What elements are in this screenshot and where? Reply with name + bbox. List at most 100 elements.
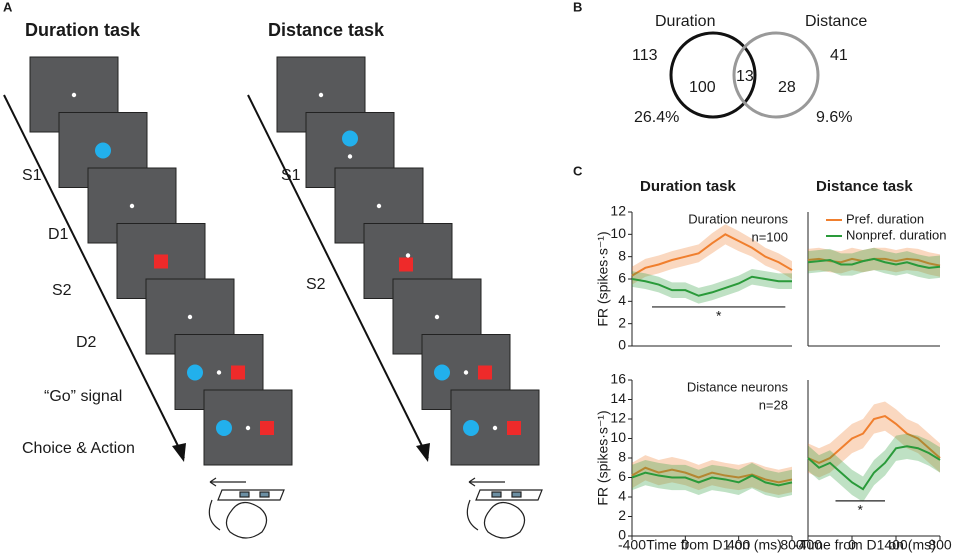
step-label: S2 bbox=[306, 276, 326, 293]
x-tick-label: -400 bbox=[618, 537, 646, 553]
y-axis-label: FR (spikes·s⁻¹) bbox=[595, 231, 611, 326]
blue-disc bbox=[95, 142, 111, 159]
fixation bbox=[347, 154, 353, 159]
x-tick-label: 800 bbox=[928, 537, 952, 553]
y-tick-label: 4 bbox=[618, 488, 626, 504]
significance-label: * bbox=[858, 502, 864, 518]
error-band bbox=[808, 247, 940, 279]
venn-percent: 9.6% bbox=[816, 109, 852, 126]
panel-label: B bbox=[573, 0, 582, 14]
blue-disc bbox=[434, 364, 450, 381]
time-arrow bbox=[247, 94, 429, 459]
x-tick-label: -400 bbox=[794, 537, 822, 553]
series-line bbox=[807, 257, 941, 269]
fixation bbox=[129, 203, 135, 209]
venn-count: 28 bbox=[778, 79, 796, 96]
red-square bbox=[399, 257, 413, 272]
venn-count: 113 bbox=[632, 47, 658, 64]
error-band bbox=[808, 247, 940, 277]
error-band bbox=[632, 224, 792, 285]
blue-disc bbox=[187, 364, 203, 381]
blue-disc bbox=[463, 420, 479, 436]
venn-circle bbox=[732, 31, 820, 119]
series-line bbox=[807, 445, 941, 491]
error-band bbox=[808, 433, 940, 502]
annotation: Duration neurons bbox=[688, 211, 788, 226]
y-tick-label: 12 bbox=[610, 203, 626, 219]
y-tick-label: 2 bbox=[618, 314, 626, 330]
red-square bbox=[478, 365, 492, 380]
y-tick-label: 0 bbox=[618, 337, 626, 353]
error-band bbox=[632, 459, 792, 498]
fixation bbox=[492, 425, 498, 431]
annotation: n=100 bbox=[751, 229, 788, 244]
y-tick-label: 12 bbox=[610, 410, 626, 426]
error-band bbox=[632, 455, 792, 496]
step-label: S1 bbox=[22, 167, 42, 184]
x-tick-label: 400 bbox=[727, 537, 751, 553]
fixation bbox=[463, 370, 469, 375]
y-tick-label: 6 bbox=[618, 468, 626, 484]
chart-title: Duration task bbox=[640, 178, 737, 195]
step-label: D2 bbox=[76, 334, 97, 351]
error-band bbox=[808, 401, 940, 478]
legend-label: Pref. duration bbox=[846, 211, 924, 226]
step-label: “Go” signal bbox=[44, 388, 122, 405]
chart-title: Distance task bbox=[816, 178, 913, 195]
y-tick-label: 2 bbox=[618, 507, 626, 523]
venn-set: Distance bbox=[805, 13, 867, 30]
hand-icon bbox=[208, 477, 543, 539]
fixation bbox=[318, 92, 324, 98]
venn-set: Duration bbox=[655, 13, 715, 30]
series-line bbox=[631, 275, 792, 297]
y-tick-label: 0 bbox=[618, 527, 626, 543]
step-label: S2 bbox=[52, 282, 72, 299]
x-tick-label: 0 bbox=[848, 537, 856, 553]
venn-circle bbox=[669, 31, 757, 119]
task-title: Distance task bbox=[268, 20, 385, 40]
red-square bbox=[154, 254, 168, 269]
venn-count: 13 bbox=[736, 68, 754, 85]
series-line bbox=[631, 466, 793, 484]
legend-label: Nonpref. duration bbox=[846, 227, 946, 242]
task-title: Duration task bbox=[25, 20, 141, 40]
y-tick-label: 8 bbox=[618, 247, 626, 263]
x-tick-label: 400 bbox=[884, 537, 908, 553]
y-tick-label: 16 bbox=[610, 371, 626, 387]
fixation bbox=[434, 314, 440, 320]
fixation bbox=[71, 92, 77, 98]
series-line bbox=[631, 233, 793, 277]
x-tick-label: 800 bbox=[780, 537, 804, 553]
fixation bbox=[405, 253, 411, 258]
error-band bbox=[632, 268, 792, 304]
fixation bbox=[245, 425, 251, 431]
red-square bbox=[231, 365, 245, 380]
y-tick-label: 6 bbox=[618, 270, 626, 286]
y-tick-label: 14 bbox=[610, 390, 626, 406]
fixation bbox=[376, 203, 382, 209]
venn-count: 100 bbox=[689, 79, 716, 96]
y-tick-label: 10 bbox=[610, 225, 626, 241]
series-line bbox=[807, 414, 941, 464]
blue-disc bbox=[342, 130, 358, 147]
step-label: Choice & Action bbox=[22, 440, 135, 457]
step-label: D1 bbox=[48, 226, 69, 243]
x-tick-label: 0 bbox=[681, 537, 689, 553]
venn-count: 41 bbox=[830, 47, 848, 64]
red-square bbox=[507, 421, 521, 435]
panel-label: C bbox=[573, 163, 583, 178]
x-axis-label: Time from D1 on (ms) bbox=[800, 537, 936, 553]
series-line bbox=[631, 471, 793, 487]
arrow-head bbox=[416, 443, 430, 462]
annotation: n=28 bbox=[759, 397, 788, 412]
slides bbox=[29, 56, 540, 466]
blue-disc bbox=[216, 420, 232, 436]
y-tick-label: 10 bbox=[610, 429, 626, 445]
fixation bbox=[187, 314, 193, 320]
fixation bbox=[216, 370, 222, 375]
time-arrow bbox=[3, 94, 185, 459]
x-axis-label: Time from D1 on (ms) bbox=[646, 537, 782, 553]
significance-label: * bbox=[716, 308, 722, 324]
panel-label: A bbox=[3, 0, 13, 14]
